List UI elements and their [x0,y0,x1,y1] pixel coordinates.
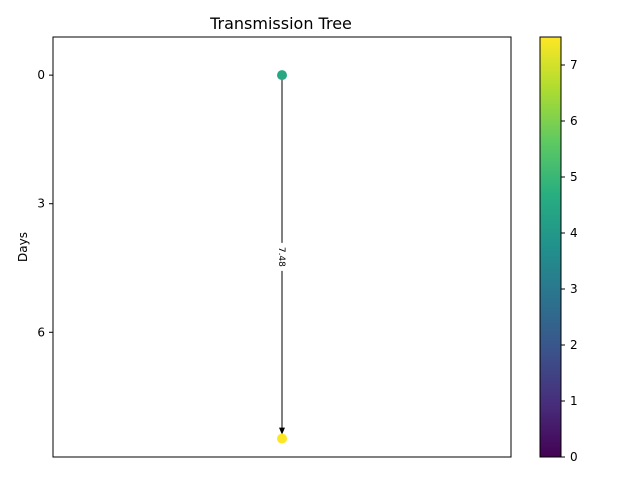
y-tick-label: 0 [37,68,45,82]
colorbar-ticks: 0 1 2 3 4 5 6 7 [561,58,578,464]
nodes-layer [277,70,287,444]
plot-area: 7.48 0 3 6 [37,36,512,458]
y-tick-label: 3 [37,197,45,211]
colorbar-tick-label: 1 [570,394,578,408]
y-tick-label: 6 [37,325,45,339]
colorbar: 0 1 2 3 4 5 6 7 [539,36,578,464]
tree-node [277,70,287,81]
plot-frame [52,36,512,458]
colorbar-tick-label: 0 [570,450,578,464]
colorbar-tick-label: 7 [570,58,578,72]
colorbar-tick-label: 5 [570,170,578,184]
colorbar-tick-label: 3 [570,282,578,296]
colorbar-tick-label: 4 [570,226,578,240]
chart-title: Transmission Tree [209,14,352,33]
y-axis-ticks: 0 3 6 [37,68,53,339]
y-axis-label: Days [16,232,30,262]
colorbar-tick-label: 2 [570,338,578,352]
edges-layer: 7.48 [276,75,286,435]
colorbar-tick-label: 6 [570,114,578,128]
edge-label: 7.48 [276,247,286,267]
colorbar-gradient [539,36,562,458]
tree-node [277,433,287,444]
